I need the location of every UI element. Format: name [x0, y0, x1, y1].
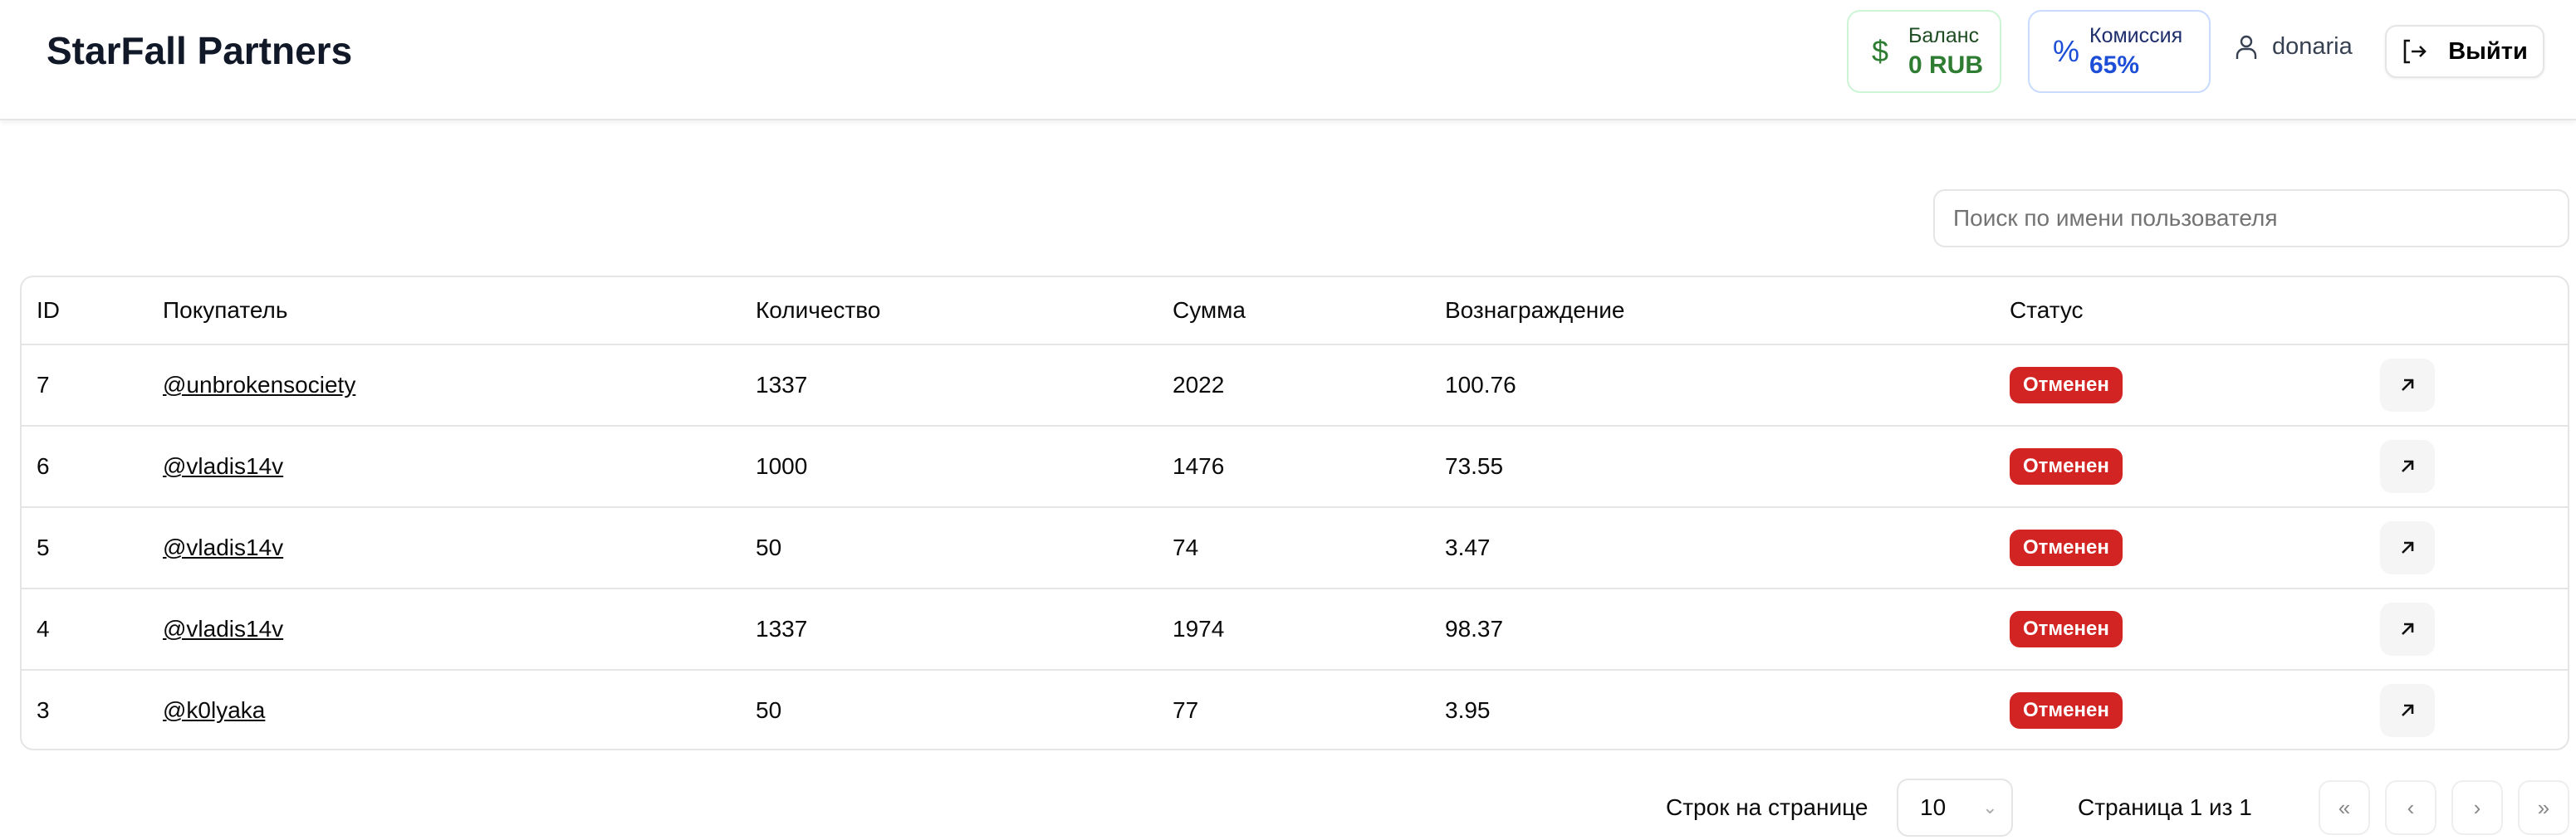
dollar-icon: $ [1872, 34, 1889, 68]
quantity: 1000 [756, 453, 808, 479]
rows-per-page-label: Строк на странице [1666, 794, 1868, 820]
chevron-left-icon: ‹ [2407, 794, 2415, 820]
status-badge: Отменен [2010, 367, 2123, 403]
arrow-up-right-icon [2402, 378, 2414, 391]
header: StarFall Partners $ Баланс 0 RUB % Комис… [0, 0, 2576, 120]
chevron-down-icon: ⌄ [1982, 797, 1998, 818]
logout-button[interactable]: Выйти [2385, 25, 2544, 78]
commission-value: 65% [2089, 51, 2140, 79]
balance-label: Баланс [1908, 23, 1980, 47]
column-header-id: ID [37, 297, 60, 323]
table-row: 6 @vladis14v 1000 1476 73.55 Отменен [22, 425, 2568, 506]
status-badge: Отменен [2010, 448, 2123, 485]
buyer-link[interactable]: @k0lyaka [163, 697, 266, 723]
balance-value: 0 RUB [1908, 51, 1984, 79]
reward: 100.76 [1445, 372, 1516, 398]
quantity: 50 [756, 535, 782, 560]
logout-icon [2403, 39, 2427, 64]
table-row: 4 @vladis14v 1337 1974 98.37 Отменен [22, 588, 2568, 669]
next-page-button[interactable]: › [2451, 780, 2503, 835]
table-row: 5 @vladis14v 50 74 3.47 Отменен [22, 506, 2568, 588]
quantity: 1337 [756, 616, 808, 642]
sum: 1476 [1173, 453, 1225, 479]
order-id: 6 [37, 453, 50, 479]
search-input[interactable] [1933, 189, 2569, 247]
open-order-button[interactable] [2380, 359, 2435, 412]
arrow-up-right-icon [2402, 541, 2414, 554]
open-order-button[interactable] [2380, 684, 2435, 737]
quantity: 1337 [756, 372, 808, 398]
open-order-button[interactable] [2380, 521, 2435, 574]
rows-per-page-value: 10 [1920, 794, 1947, 820]
status-badge: Отменен [2010, 692, 2123, 729]
buyer-link[interactable]: @vladis14v [163, 616, 284, 642]
order-id: 3 [37, 697, 50, 723]
reward: 98.37 [1445, 616, 1504, 642]
prev-page-button[interactable]: ‹ [2385, 780, 2436, 835]
column-header-buyer: Покупатель [163, 297, 288, 323]
orders-table: ID Покупатель Количество Сумма Вознаграж… [20, 276, 2569, 750]
table-header: ID Покупатель Количество Сумма Вознаграж… [22, 277, 2568, 344]
reward: 3.47 [1445, 535, 1491, 560]
user-icon [2236, 35, 2257, 59]
sum: 1974 [1173, 616, 1225, 642]
app-title: StarFall Partners [47, 29, 353, 72]
chevrons-left-icon: « [2338, 794, 2351, 820]
sum: 77 [1173, 697, 1199, 723]
reward: 3.95 [1445, 697, 1491, 723]
username: donaria [2272, 33, 2353, 60]
buyer-link[interactable]: @vladis14v [163, 453, 284, 479]
column-header-quantity: Количество [756, 297, 881, 323]
column-header-reward: Вознаграждение [1445, 297, 1625, 323]
commission-card: % Комиссия 65% [2028, 10, 2211, 93]
buyer-link[interactable]: @unbrokensociety [163, 372, 356, 398]
page-info: Страница 1 из 1 [2078, 794, 2252, 820]
arrow-up-right-icon [2402, 704, 2414, 716]
rows-per-page-select[interactable]: 10 ⌄ [1897, 779, 2013, 837]
percent-icon: % [2053, 34, 2080, 68]
table-row: 3 @k0lyaka 50 77 3.95 Отменен [22, 669, 2568, 749]
order-id: 5 [37, 535, 50, 560]
order-id: 7 [37, 372, 50, 398]
first-page-button[interactable]: « [2319, 780, 2370, 835]
arrow-up-right-icon [2402, 460, 2414, 472]
column-header-sum: Сумма [1173, 297, 1246, 323]
column-header-status: Статус [2010, 297, 2084, 323]
user-info: donaria [2236, 33, 2353, 61]
buyer-link[interactable]: @vladis14v [163, 535, 284, 560]
open-order-button[interactable] [2380, 440, 2435, 493]
quantity: 50 [756, 697, 782, 723]
status-badge: Отменен [2010, 611, 2123, 647]
logout-label: Выйти [2448, 37, 2528, 65]
arrow-up-right-icon [2402, 623, 2414, 635]
last-page-button[interactable]: » [2518, 780, 2569, 835]
chevrons-right-icon: » [2537, 794, 2550, 820]
open-order-button[interactable] [2380, 603, 2435, 656]
reward: 73.55 [1445, 453, 1504, 479]
status-badge: Отменен [2010, 530, 2123, 566]
sum: 74 [1173, 535, 1199, 560]
balance-card: $ Баланс 0 RUB [1847, 10, 2001, 93]
commission-label: Комиссия [2089, 23, 2183, 47]
sum: 2022 [1173, 372, 1225, 398]
order-id: 4 [37, 616, 50, 642]
table-row: 7 @unbrokensociety 1337 2022 100.76 Отме… [22, 344, 2568, 425]
chevron-right-icon: › [2473, 794, 2481, 820]
